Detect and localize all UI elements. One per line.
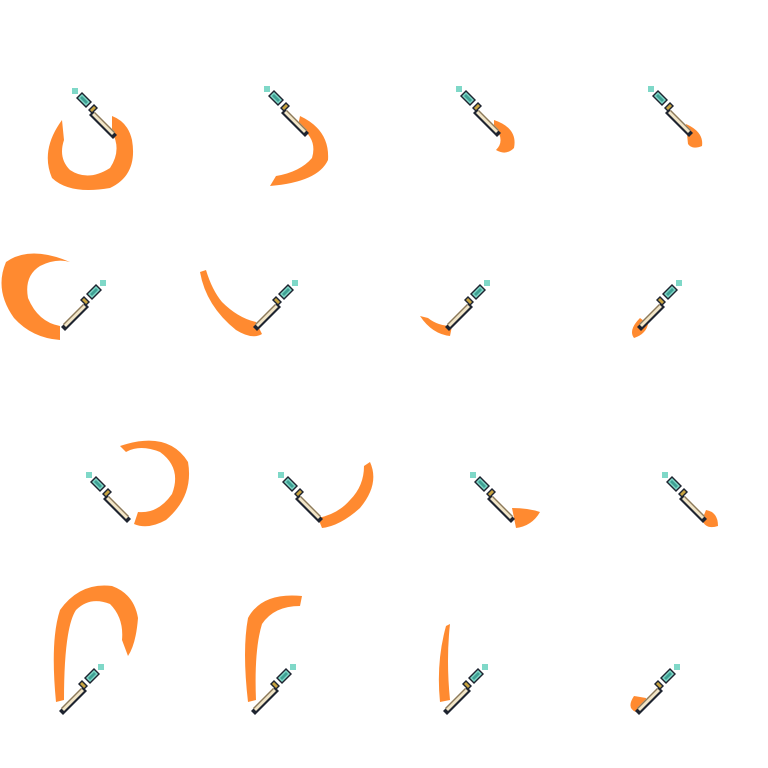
sword-icon <box>648 86 693 137</box>
sword-icon <box>445 280 490 331</box>
sword-icon <box>61 280 106 331</box>
sword-icon <box>59 664 104 715</box>
frame-r2-c2 <box>200 270 298 337</box>
slash-trail <box>47 116 134 191</box>
frame-r3-c4 <box>662 472 718 528</box>
frame-r4-c2 <box>245 595 302 715</box>
frame-r4-c4 <box>630 664 680 715</box>
sword-icon <box>251 664 296 715</box>
frame-r1-c1 <box>47 88 134 191</box>
frame-r1-c2 <box>264 86 329 186</box>
slash-trail <box>1 253 70 340</box>
sword-icon <box>264 86 309 137</box>
slash-trail <box>245 595 302 702</box>
frame-r4-c3 <box>438 624 488 715</box>
frame-r1-c4 <box>648 86 703 148</box>
slash-trail <box>200 270 262 337</box>
sword-icon <box>637 280 682 331</box>
sword-icon <box>86 472 131 523</box>
frame-r2-c4 <box>632 280 682 338</box>
frame-r2-c3 <box>420 280 490 336</box>
slash-trail <box>420 316 452 336</box>
slash-trail <box>120 440 190 527</box>
slash-trail <box>270 116 329 186</box>
slash-trail <box>494 120 515 153</box>
slash-trail <box>512 508 540 528</box>
slash-trail <box>702 510 718 528</box>
sword-icon <box>253 280 298 331</box>
frame-r2-c1 <box>1 253 106 340</box>
sword-icon <box>443 664 488 715</box>
sword-icon <box>470 472 515 523</box>
frame-r3-c2 <box>278 462 374 528</box>
sword-icon <box>72 88 117 139</box>
frame-r3-c3 <box>470 472 540 528</box>
slash-trail <box>53 585 138 702</box>
frame-r3-c1 <box>86 440 190 527</box>
sword-icon <box>635 664 680 715</box>
slash-trail <box>318 462 374 528</box>
sword-icon <box>456 86 501 137</box>
sword-icon <box>278 472 323 523</box>
frame-r1-c3 <box>456 86 515 153</box>
frame-r4-c1 <box>53 585 138 715</box>
sword-icon <box>662 472 707 523</box>
slash-trail <box>438 624 450 702</box>
